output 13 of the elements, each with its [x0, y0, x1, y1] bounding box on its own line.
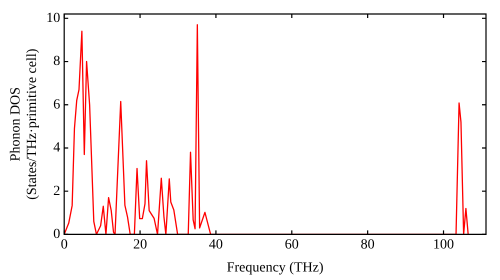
x-tick-label: 60 — [284, 237, 299, 252]
y-tick-label: 2 — [53, 184, 60, 199]
x-tick-label: 80 — [360, 237, 375, 252]
x-tick-label: 20 — [133, 237, 148, 252]
y-axis-title: Phonon DOS (States/THz·primitive cell) — [8, 48, 40, 200]
x-axis-title: Frequency (THz) — [226, 260, 324, 276]
y-tick-label: 10 — [46, 10, 60, 26]
y-tick-label: 4 — [53, 140, 60, 156]
x-tick-label: 100 — [433, 237, 454, 252]
x-tick-label: 40 — [208, 237, 223, 252]
y-tick-label: 6 — [53, 97, 60, 112]
y-tick-label: 8 — [53, 54, 60, 70]
y-tick-label: 0 — [53, 227, 60, 242]
